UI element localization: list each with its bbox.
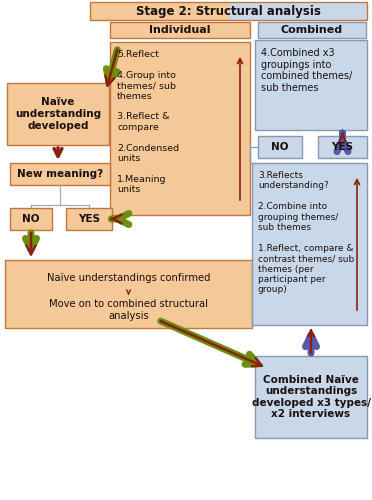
- FancyBboxPatch shape: [255, 356, 367, 438]
- FancyBboxPatch shape: [7, 83, 109, 145]
- Text: New meaning?: New meaning?: [17, 169, 103, 179]
- FancyBboxPatch shape: [90, 2, 228, 20]
- FancyBboxPatch shape: [5, 260, 252, 328]
- FancyBboxPatch shape: [318, 136, 367, 158]
- Text: NO: NO: [271, 142, 289, 152]
- Text: YES: YES: [78, 214, 100, 224]
- Text: Combined Naïve
understandings
developed x3 types/
x2 interviews: Combined Naïve understandings developed …: [251, 374, 371, 420]
- FancyBboxPatch shape: [10, 163, 110, 185]
- Text: NO: NO: [22, 214, 40, 224]
- FancyBboxPatch shape: [228, 2, 367, 20]
- FancyBboxPatch shape: [252, 163, 367, 325]
- Text: 4.Combined x3
groupings into
combined themes/
sub themes: 4.Combined x3 groupings into combined th…: [261, 48, 352, 93]
- Text: Naïve understandings confirmed: Naïve understandings confirmed: [47, 273, 210, 283]
- FancyBboxPatch shape: [255, 40, 367, 130]
- Text: Naïve
understanding
developed: Naïve understanding developed: [15, 98, 101, 130]
- Text: 5.Reflect

4.Group into
themes/ sub
themes

3.Reflect &
compare

2.Condensed
uni: 5.Reflect 4.Group into themes/ sub theme…: [117, 50, 179, 194]
- Text: 3.Reflects
understanding?

2.Combine into
grouping themes/
sub themes

1.Reflect: 3.Reflects understanding? 2.Combine into…: [258, 171, 354, 294]
- Text: YES: YES: [331, 142, 353, 152]
- FancyBboxPatch shape: [110, 22, 250, 38]
- FancyBboxPatch shape: [10, 208, 52, 230]
- FancyBboxPatch shape: [258, 22, 366, 38]
- FancyBboxPatch shape: [258, 136, 302, 158]
- Text: Individual: Individual: [149, 25, 211, 35]
- FancyBboxPatch shape: [66, 208, 112, 230]
- Text: Move on to combined structural
analysis: Move on to combined structural analysis: [49, 299, 208, 321]
- Text: Combined: Combined: [281, 25, 343, 35]
- Text: Stage 2: Structural analysis: Stage 2: Structural analysis: [136, 4, 321, 18]
- FancyBboxPatch shape: [110, 42, 250, 215]
